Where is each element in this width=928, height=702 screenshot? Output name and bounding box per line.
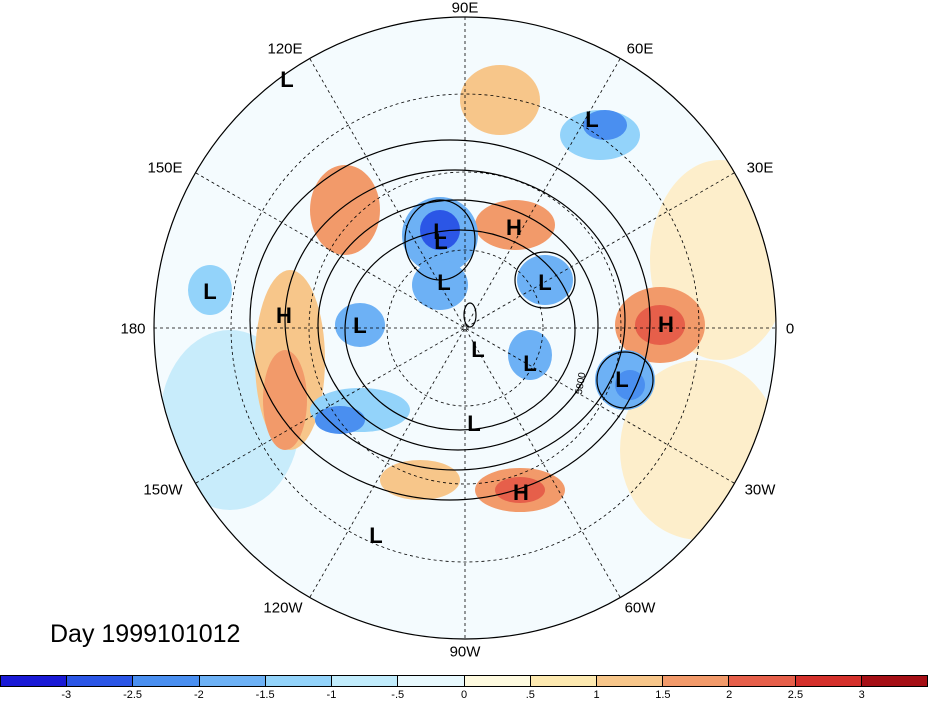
pressure-center-low: L xyxy=(523,351,537,376)
colorbar-box xyxy=(397,675,464,687)
colorbar-box xyxy=(66,675,133,687)
lon-label-150e: 150E xyxy=(147,159,183,177)
lon-label-90w: 90W xyxy=(449,643,481,661)
colorbar-box xyxy=(264,675,332,687)
graticule xyxy=(154,17,776,639)
lon-label-150w: 150W xyxy=(143,481,183,499)
colorbar-label: 1 xyxy=(593,689,600,701)
pressure-center-high: H xyxy=(276,303,292,328)
colorbar-box xyxy=(595,675,663,687)
colorbar-label: -1.5 xyxy=(255,689,275,701)
pressure-center-low: L xyxy=(538,270,552,295)
colorbar-box xyxy=(728,675,795,687)
pressure-center-low: L xyxy=(467,411,481,436)
lon-label-120w: 120W xyxy=(263,599,303,617)
colorbar-label: 0 xyxy=(460,689,468,701)
lon-label-60w: 60W xyxy=(624,599,656,617)
colorbar-box xyxy=(662,675,729,687)
lon-label-90e: 90E xyxy=(451,0,479,17)
colorbar-label: -2.5 xyxy=(123,689,143,701)
map-background xyxy=(154,17,776,639)
colorbar-label: 3 xyxy=(858,689,865,701)
colorbar-box xyxy=(860,675,928,687)
pressure-center-low: L xyxy=(369,523,383,548)
pressure-center-low: L xyxy=(433,219,447,244)
lon-label-60e: 60E xyxy=(626,40,654,58)
colorbar-box xyxy=(198,675,265,687)
pressure-center-high: H xyxy=(506,215,522,240)
colorbar-box xyxy=(794,675,861,687)
pressure-center-low: L xyxy=(280,67,294,92)
anomaly-shading xyxy=(160,65,776,540)
lon-label-120e: 120E xyxy=(267,40,303,58)
pressure-center-low: L xyxy=(437,270,451,295)
pressure-center-low: L xyxy=(585,107,599,132)
day-label: Day 1999101012 xyxy=(50,620,241,648)
lon-label-30e: 30E xyxy=(746,159,774,177)
map-border xyxy=(153,16,777,640)
pressure-center-low: L xyxy=(434,229,448,254)
colorbar-box xyxy=(463,675,530,687)
pressure-center-high: H xyxy=(513,480,529,505)
colorbar-box xyxy=(529,675,596,687)
colorbar-box xyxy=(0,675,67,687)
pressure-center-low: L xyxy=(203,279,217,304)
pressure-center-low: L xyxy=(471,337,485,362)
colorbar xyxy=(0,675,928,689)
colorbar-label: 2 xyxy=(726,689,733,701)
colorbar-box xyxy=(132,675,199,687)
colorbar-label: 2.5 xyxy=(787,689,804,701)
colorbar-label: .5 xyxy=(525,689,535,701)
lon-label-180: 180 xyxy=(120,320,146,338)
height-contours xyxy=(249,139,654,501)
colorbar-label: -2 xyxy=(193,689,204,701)
pressure-center-high: H xyxy=(658,312,674,337)
lon-label-0: 0 xyxy=(785,320,795,338)
lon-label-30w: 30W xyxy=(744,481,776,499)
pressure-center-low: L xyxy=(615,367,629,392)
colorbar-box xyxy=(331,675,398,687)
colorbar-label: -3 xyxy=(61,689,72,701)
pressure-center-low: L xyxy=(353,313,367,338)
colorbar-label: -1 xyxy=(326,689,337,701)
colorbar-label: 1.5 xyxy=(655,689,671,701)
colorbar-label: -.5 xyxy=(391,689,405,701)
pressure-center-low: L xyxy=(353,313,367,338)
